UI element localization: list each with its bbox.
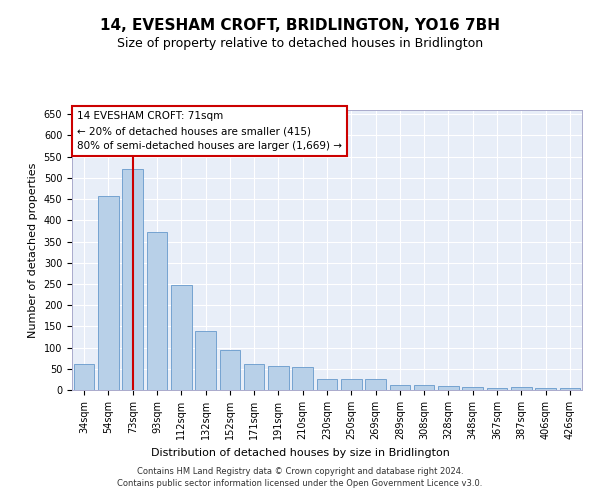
Text: Distribution of detached houses by size in Bridlington: Distribution of detached houses by size …	[151, 448, 449, 458]
Bar	[171, 285, 191, 390]
Bar	[414, 385, 434, 390]
Text: 14 EVESHAM CROFT: 71sqm
← 20% of detached houses are smaller (415)
80% of semi-d: 14 EVESHAM CROFT: 71sqm ← 20% of detache…	[77, 112, 342, 151]
Bar	[560, 388, 580, 390]
Bar	[389, 385, 410, 390]
Bar	[535, 388, 556, 390]
Bar	[438, 386, 459, 390]
Bar	[341, 378, 362, 390]
Bar	[487, 388, 508, 390]
Bar	[365, 378, 386, 390]
Bar	[74, 364, 94, 390]
Bar	[463, 386, 483, 390]
Bar	[511, 387, 532, 390]
Text: Contains HM Land Registry data © Crown copyright and database right 2024.
Contai: Contains HM Land Registry data © Crown c…	[118, 466, 482, 487]
Bar	[244, 364, 265, 390]
Bar	[268, 366, 289, 390]
Text: Size of property relative to detached houses in Bridlington: Size of property relative to detached ho…	[117, 38, 483, 51]
Bar	[195, 330, 216, 390]
Text: 14, EVESHAM CROFT, BRIDLINGTON, YO16 7BH: 14, EVESHAM CROFT, BRIDLINGTON, YO16 7BH	[100, 18, 500, 32]
Bar	[292, 366, 313, 390]
Y-axis label: Number of detached properties: Number of detached properties	[28, 162, 38, 338]
Bar	[98, 196, 119, 390]
Bar	[317, 378, 337, 390]
Bar	[122, 170, 143, 390]
Bar	[146, 232, 167, 390]
Bar	[220, 350, 240, 390]
